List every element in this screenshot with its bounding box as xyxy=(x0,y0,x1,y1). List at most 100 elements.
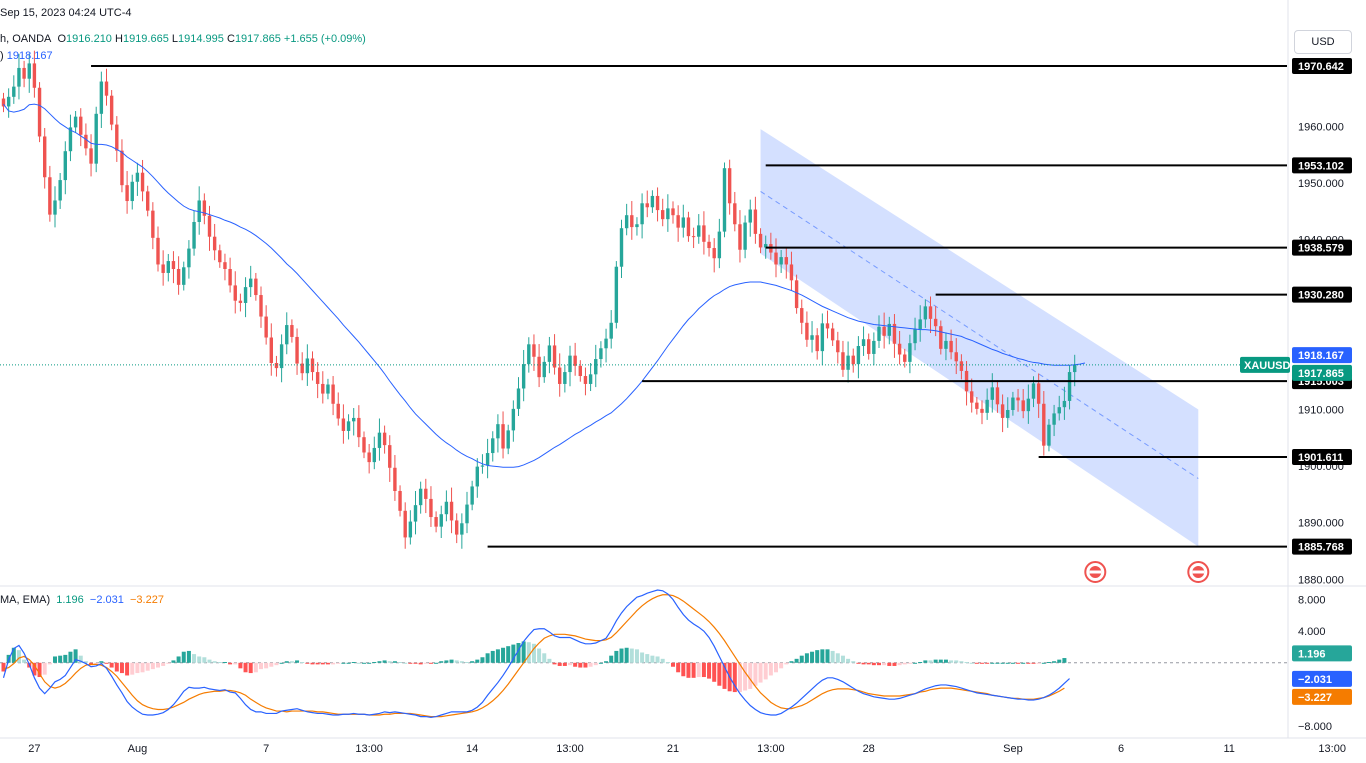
candle-body xyxy=(68,127,73,152)
time-tick-label: 28 xyxy=(863,743,875,755)
candle-body xyxy=(516,388,521,409)
macd-hist-bar xyxy=(465,662,469,663)
candle-body xyxy=(604,338,608,349)
candle-body xyxy=(892,323,897,344)
macd-hist-bar xyxy=(439,661,444,663)
candle-body xyxy=(485,453,490,466)
macd-hist-bar xyxy=(717,662,722,686)
macd-line xyxy=(2,589,1070,718)
candle-body xyxy=(151,210,155,238)
candle-body xyxy=(506,430,510,449)
candle-body xyxy=(393,467,397,491)
macd-hist-bar xyxy=(392,661,397,663)
macd-hist-bar xyxy=(542,653,547,663)
macd-hist-bar xyxy=(140,662,145,673)
macd-hist-bar xyxy=(640,652,645,663)
candle-body xyxy=(851,355,855,365)
macd-hist-bar xyxy=(398,662,403,663)
ohlc-high-label: H xyxy=(115,33,123,45)
macd-hist-bar xyxy=(840,655,845,663)
candle-body xyxy=(614,266,619,323)
macd-hist-bar xyxy=(68,651,73,663)
price-tick-label: 1910.000 xyxy=(1298,404,1344,416)
candle-body xyxy=(805,322,809,340)
candle-body xyxy=(259,295,263,317)
candle-body xyxy=(825,323,830,329)
candle-body xyxy=(702,225,706,242)
macd-hist-bar xyxy=(475,659,480,663)
macd-hist-bar xyxy=(480,657,485,663)
candle-body xyxy=(1073,364,1077,373)
macd-hist-bar xyxy=(47,662,52,665)
macd-hist-bar xyxy=(269,662,274,667)
candle-body xyxy=(521,364,526,389)
macd-hist-bar xyxy=(871,662,876,666)
candles xyxy=(1,50,1077,549)
candle-body xyxy=(784,257,788,265)
macd-hist-bar xyxy=(470,661,475,663)
candle-body xyxy=(1047,424,1051,446)
macd-legend-hist: 1.196 xyxy=(56,594,84,606)
macd-hist-bar xyxy=(418,662,423,665)
time-tick-label: Aug xyxy=(128,743,148,755)
candle-body xyxy=(547,345,552,362)
macd-hist-bar xyxy=(774,662,778,673)
macd-hist-bar xyxy=(382,660,387,663)
macd-hist-bar xyxy=(156,662,160,668)
candle-body xyxy=(439,514,443,527)
macd-hist-bar xyxy=(192,654,197,663)
candle-body xyxy=(362,437,366,453)
candle-body xyxy=(449,501,454,521)
candle-body xyxy=(53,200,57,215)
currency-button[interactable]: USD xyxy=(1294,30,1352,54)
candle-body xyxy=(676,215,680,228)
price-tag-label: 1917.865 xyxy=(1298,368,1344,380)
candle-body xyxy=(908,343,912,362)
candle-body xyxy=(32,63,37,88)
candle-body xyxy=(661,210,665,220)
macd-legend-macd: −2.031 xyxy=(89,594,124,606)
macd-hist-bar xyxy=(351,662,356,663)
candle-body xyxy=(1016,397,1020,401)
macd-hist-bar xyxy=(135,662,140,674)
macd-hist-bar xyxy=(799,655,804,663)
candle-body xyxy=(470,486,474,505)
candle-body xyxy=(357,417,361,438)
candle-body xyxy=(619,228,624,267)
macd-histogram xyxy=(1,641,1067,693)
macd-hist-bar xyxy=(861,662,866,665)
candle-body xyxy=(985,399,989,413)
candle-body xyxy=(501,424,505,449)
candle-body xyxy=(727,168,732,204)
candle-body xyxy=(588,374,593,384)
candle-body xyxy=(928,306,933,319)
macd-hist-bar xyxy=(830,650,835,663)
macd-hist-bar xyxy=(531,643,536,663)
price-tick-label: 1950.000 xyxy=(1298,178,1344,190)
candle-body xyxy=(959,361,964,371)
candle-body xyxy=(758,233,763,248)
candle-body xyxy=(367,452,371,463)
candle-body xyxy=(1042,403,1046,446)
macd-hist-bar xyxy=(11,647,16,663)
macd-hist-bar xyxy=(197,656,202,663)
macd-hist-bar xyxy=(63,654,68,663)
macd-hist-bar xyxy=(671,662,675,667)
macd-tag xyxy=(1292,688,1352,705)
candle-body xyxy=(434,517,438,527)
candle-body xyxy=(43,136,47,178)
candle-body xyxy=(130,181,134,202)
macd-hist-bar xyxy=(980,662,984,664)
macd-hist-bar xyxy=(305,662,310,664)
macd-hist-bar xyxy=(253,662,258,673)
ma-legend: ) 1918.167 xyxy=(0,50,53,62)
macd-hist-bar xyxy=(748,662,753,689)
macd-hist-bar xyxy=(789,661,794,663)
macd-hist-bar xyxy=(284,661,289,663)
candle-body xyxy=(630,215,634,228)
macd-hist-bar xyxy=(145,662,150,671)
symbol-tag xyxy=(1240,356,1290,373)
macd-hist-bar xyxy=(490,650,495,663)
macd-hist-bar xyxy=(1031,662,1036,664)
